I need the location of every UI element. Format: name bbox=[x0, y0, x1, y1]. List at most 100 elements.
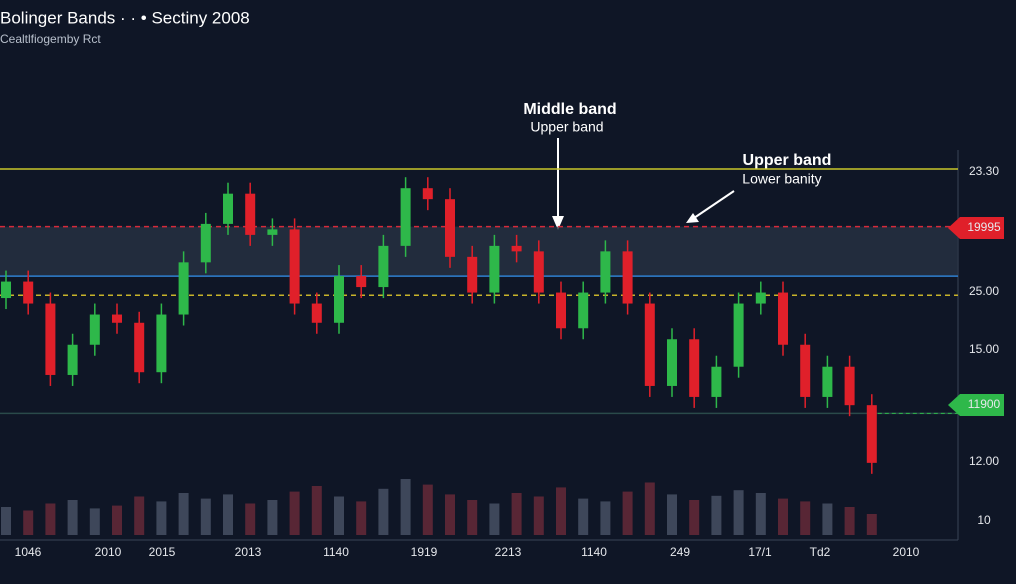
candle-body bbox=[334, 276, 344, 323]
candle-body bbox=[467, 256, 478, 293]
annotation-text: Upper band bbox=[530, 119, 603, 135]
volume-bar bbox=[556, 487, 566, 535]
candle-body bbox=[356, 276, 367, 288]
price-badge bbox=[948, 394, 1004, 416]
candle-body bbox=[400, 188, 411, 246]
annotation-arrow bbox=[693, 190, 735, 219]
candle-body bbox=[711, 366, 722, 397]
volume-bar bbox=[67, 500, 78, 535]
volume-bar bbox=[689, 500, 700, 535]
annotation-text: Upper band bbox=[743, 152, 832, 169]
price-label: 19995 bbox=[967, 220, 1001, 234]
price-label: 23.30 bbox=[969, 164, 999, 178]
candle-body bbox=[89, 314, 100, 345]
candle-body bbox=[1, 281, 11, 299]
volume-bar bbox=[1, 507, 11, 535]
candle-body bbox=[445, 199, 455, 257]
volume-bar bbox=[467, 500, 478, 535]
volume-bar bbox=[511, 493, 522, 535]
volume-bar bbox=[866, 514, 877, 535]
x-tick-label: 1046 bbox=[15, 545, 42, 559]
volume-bar bbox=[733, 490, 744, 535]
price-label: 15.00 bbox=[969, 342, 999, 356]
candle-body bbox=[223, 193, 233, 224]
volume-bar bbox=[622, 491, 633, 535]
volume-bar bbox=[245, 503, 256, 535]
volume-bar bbox=[822, 503, 833, 535]
volume-bar bbox=[334, 496, 344, 535]
chart-title: Bolinger Bands · · • Sectiny 2008 bbox=[0, 8, 250, 27]
x-tick-label: 2013 bbox=[235, 545, 262, 559]
volume-bar bbox=[378, 488, 389, 535]
volume-bar bbox=[778, 498, 788, 535]
volume-bar bbox=[223, 494, 233, 535]
volume-bar bbox=[89, 508, 100, 535]
volume-bar bbox=[800, 501, 811, 535]
candle-body bbox=[511, 245, 522, 252]
volume-bar bbox=[289, 491, 300, 535]
candle-body bbox=[644, 303, 655, 386]
x-tick-label: 2010 bbox=[95, 545, 122, 559]
volume-bar bbox=[445, 494, 455, 535]
volume-bar bbox=[356, 501, 367, 535]
candle-body bbox=[622, 251, 633, 304]
volume-bar bbox=[644, 482, 655, 535]
candle-body bbox=[45, 303, 56, 375]
candle-body bbox=[245, 193, 256, 235]
volume-bar bbox=[112, 505, 122, 535]
price-badge bbox=[948, 217, 1004, 239]
x-tick-label: 2010 bbox=[893, 545, 920, 559]
x-tick-label: 2213 bbox=[495, 545, 522, 559]
x-tick-label: 1140 bbox=[581, 545, 607, 559]
volume-bar bbox=[23, 510, 34, 535]
candle-body bbox=[755, 292, 766, 304]
volume-bar bbox=[267, 500, 278, 535]
candle-body bbox=[822, 366, 833, 397]
x-tick-label: 2015 bbox=[149, 545, 176, 559]
x-tick-label: 17/1 bbox=[748, 545, 772, 559]
candle-body bbox=[800, 344, 811, 397]
x-tick-label: 249 bbox=[670, 545, 690, 559]
candle-body bbox=[600, 251, 611, 293]
chart-subtitle: Cealtlfiogemby Rct bbox=[0, 32, 101, 46]
candle-body bbox=[267, 229, 278, 235]
volume-bar bbox=[533, 496, 544, 535]
volume-bar bbox=[400, 479, 411, 535]
volume-bar bbox=[667, 494, 677, 535]
volume-bar bbox=[45, 503, 56, 535]
annotation-2: Upper band Lower banity bbox=[686, 152, 831, 223]
volume-bar bbox=[844, 507, 855, 535]
candle-body bbox=[311, 303, 322, 323]
annotation-text: Middle band bbox=[523, 101, 616, 118]
candle-body bbox=[112, 314, 122, 323]
volume-bar bbox=[711, 495, 722, 535]
volume-bar bbox=[600, 501, 611, 535]
candle-body bbox=[422, 188, 433, 200]
volume-bar bbox=[200, 498, 211, 535]
annotation-1: Middle band Upper band bbox=[523, 101, 617, 230]
volume-bar bbox=[422, 484, 433, 535]
candle-body bbox=[67, 344, 78, 375]
x-tick-label: 1140 bbox=[323, 545, 349, 559]
candle-body bbox=[23, 281, 34, 304]
candle-body bbox=[556, 292, 566, 329]
candle-body bbox=[200, 223, 211, 263]
annotation-text: Lower banity bbox=[742, 171, 821, 187]
volume-bar bbox=[178, 493, 189, 535]
arrow-head bbox=[686, 213, 699, 223]
volume-bar bbox=[134, 496, 145, 535]
candle-body bbox=[134, 322, 145, 373]
candle-body bbox=[489, 245, 500, 293]
candle-body bbox=[178, 262, 189, 315]
candle-body bbox=[667, 339, 677, 386]
x-tick-label: Td2 bbox=[810, 545, 831, 559]
candle-body bbox=[578, 292, 589, 329]
candle-body bbox=[289, 229, 300, 304]
volume-bar bbox=[489, 503, 500, 535]
volume-bar bbox=[755, 493, 766, 535]
band-fill bbox=[0, 226, 958, 277]
price-label: 12.00 bbox=[969, 454, 999, 468]
volume-bar bbox=[311, 486, 322, 535]
